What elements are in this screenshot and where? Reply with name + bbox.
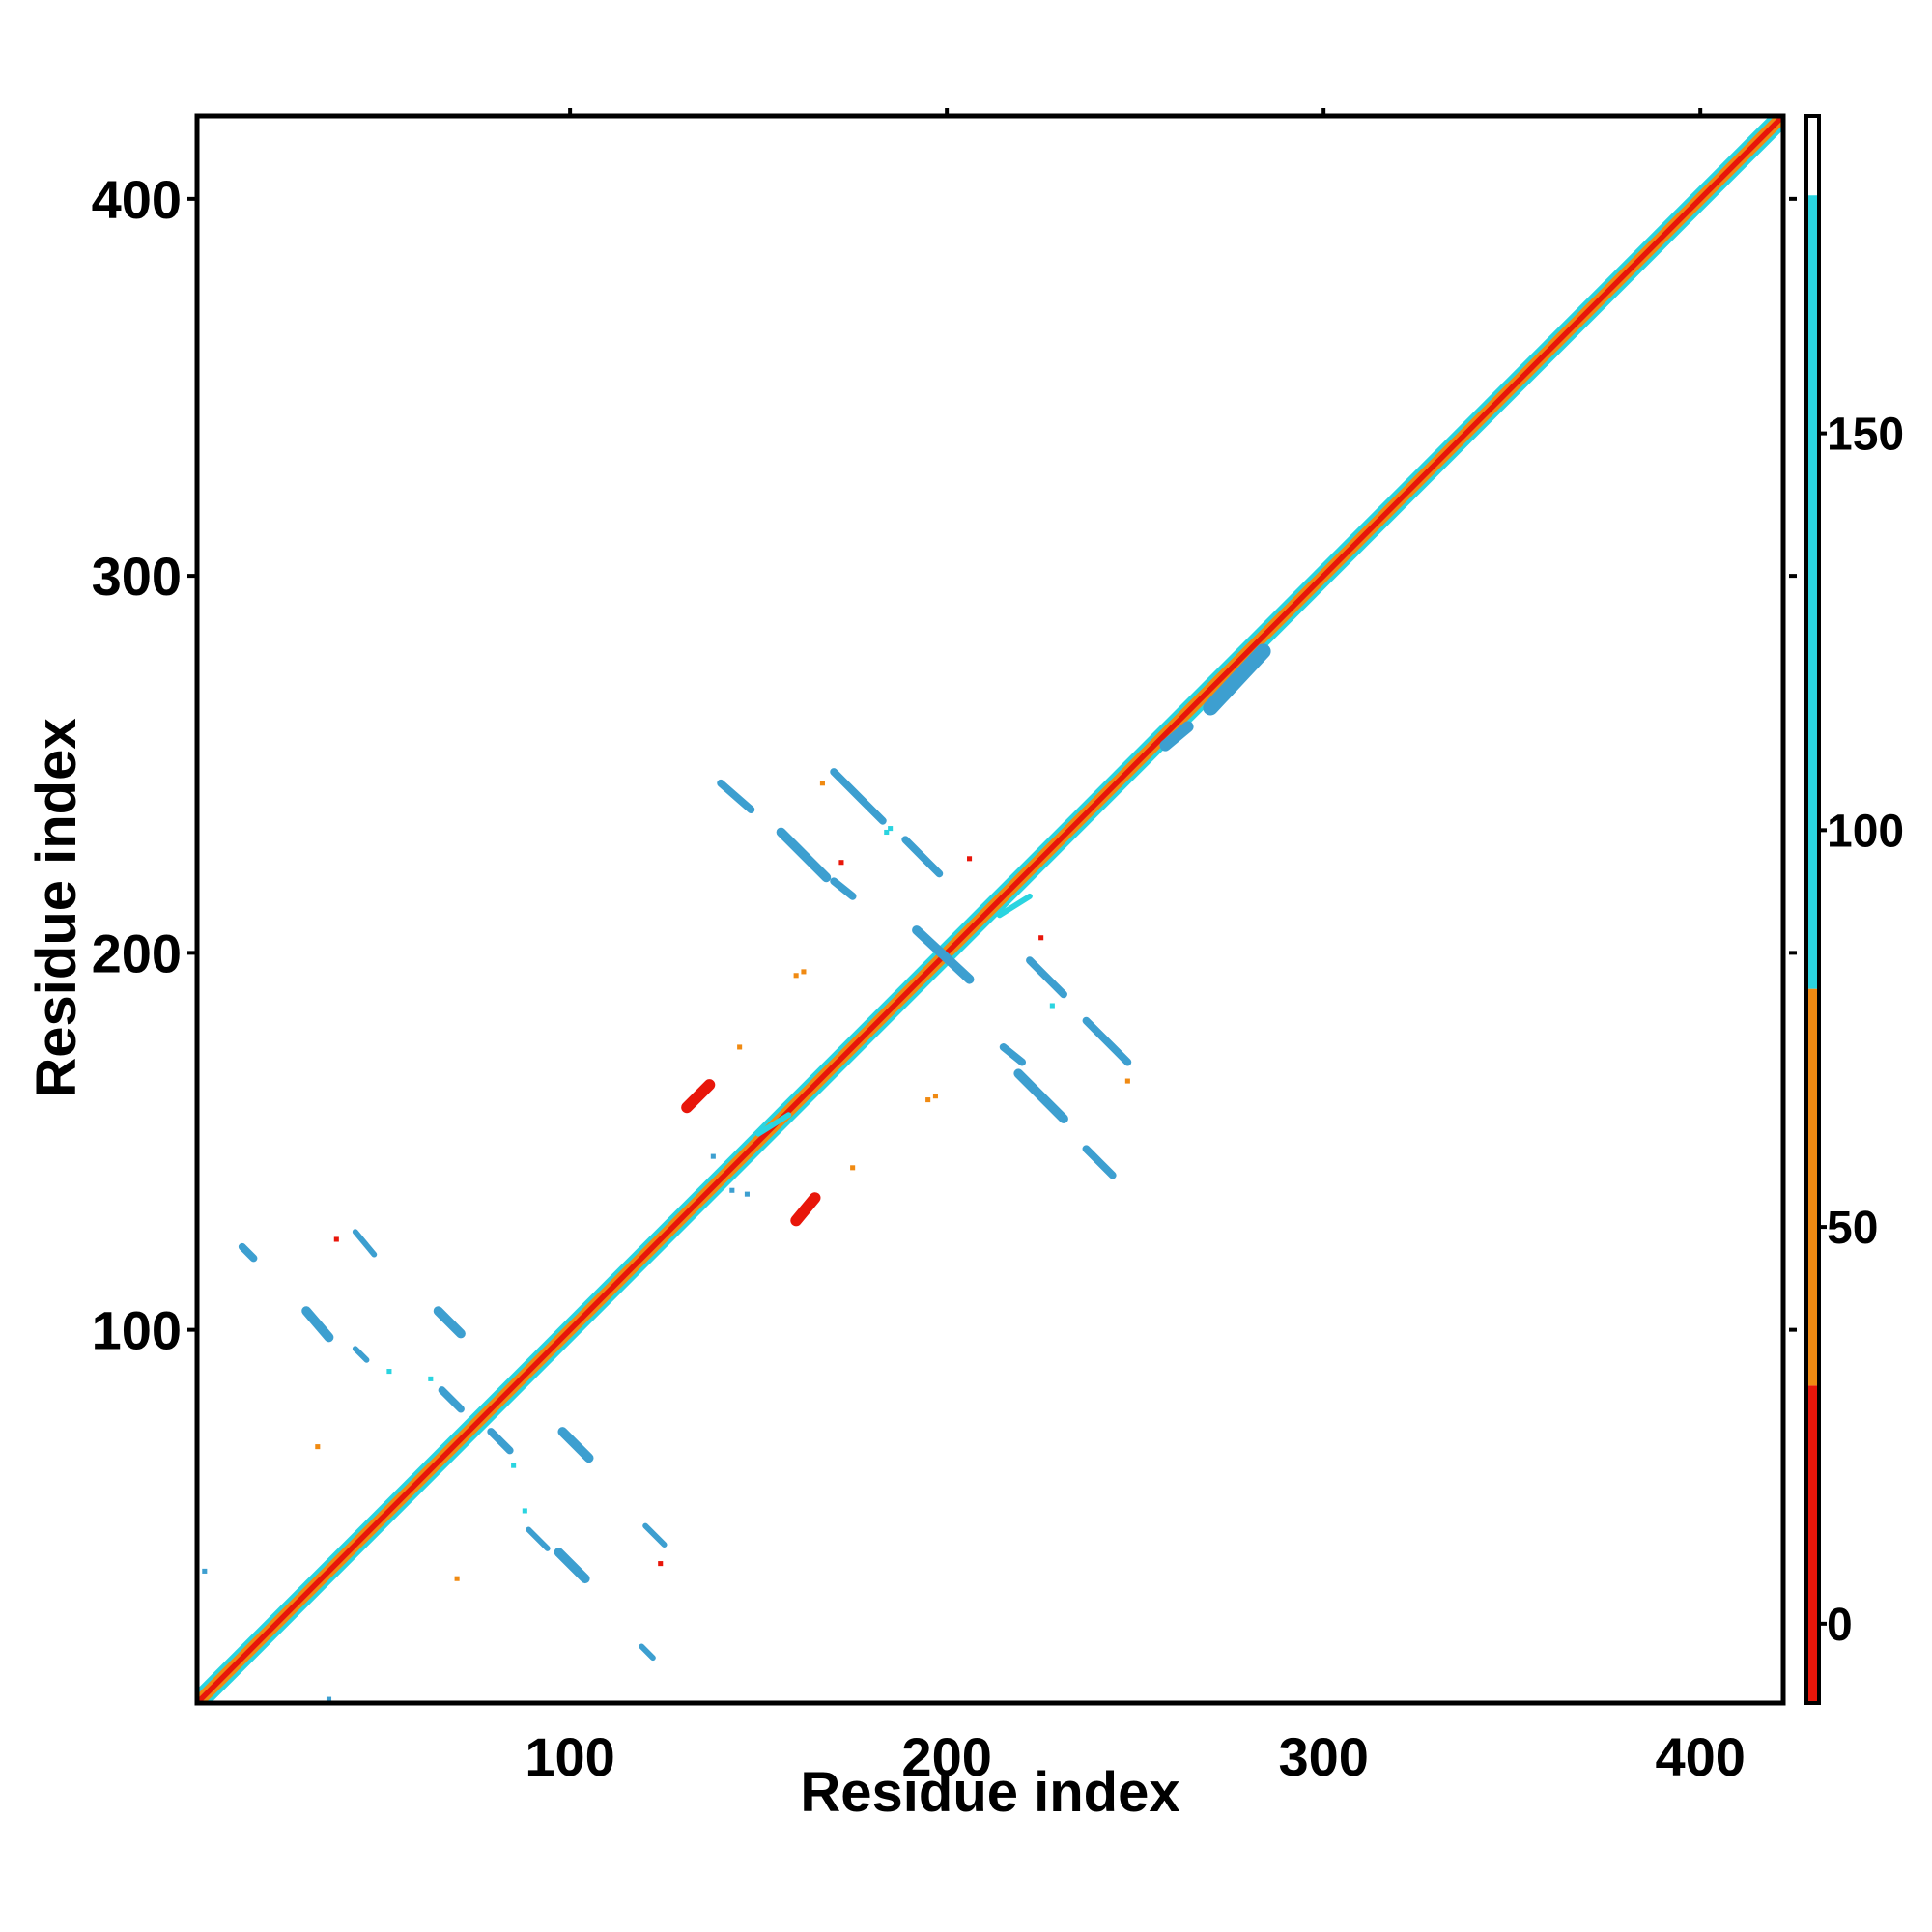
contact-cluster-8 [1026, 956, 1067, 999]
contact-point-40 [744, 1191, 750, 1197]
contact-point-30 [884, 829, 890, 836]
contact-cluster-25 [642, 1522, 668, 1548]
y-tick-label-200: 200 [92, 923, 182, 983]
contact-point-43 [967, 856, 973, 862]
contact-point-49 [932, 1094, 938, 1099]
plot-frame [194, 113, 1786, 1706]
contact-cluster-4 [901, 836, 944, 878]
contact-point-45 [793, 973, 799, 979]
plot-border [194, 113, 1786, 1706]
contact-point-37 [326, 1696, 332, 1702]
x-tick-label-400: 400 [1655, 1726, 1745, 1787]
contact-cluster-12 [1082, 1145, 1117, 1179]
contact-cluster-19 [352, 1346, 370, 1363]
contact-point-48 [925, 1097, 931, 1103]
contact-point-47 [737, 1044, 743, 1050]
colorbar-band-2 [1806, 195, 1819, 989]
contact-point-51 [1124, 1078, 1130, 1084]
contact-point-34 [511, 1463, 517, 1468]
contact-point-44 [1038, 935, 1044, 941]
contact-point-36 [202, 1568, 208, 1574]
contact-cluster-17 [301, 1306, 334, 1343]
contact-cluster-10 [999, 1043, 1027, 1066]
contact-cluster-16 [352, 1229, 378, 1258]
contact-cluster-22 [557, 1427, 594, 1463]
x-axis: 100 200 300 400 [525, 108, 1746, 1787]
contact-cluster-18 [433, 1306, 466, 1339]
contact-point-53 [315, 1444, 321, 1450]
contact-cluster-5 [776, 827, 832, 883]
contact-point-42 [838, 860, 844, 866]
colorbar-band-1 [1806, 988, 1819, 1386]
y-tick-label-400: 400 [92, 169, 182, 230]
y-tick-label-300: 300 [92, 546, 182, 607]
heatmap-plot-area [197, 116, 1783, 1703]
contact-cluster-14 [790, 1192, 821, 1227]
contact-cluster-1 [1159, 721, 1194, 752]
colorbar: 0 50 100 150 [1804, 114, 1904, 1705]
contact-cluster-28 [755, 1112, 792, 1137]
colorbar-band-0 [1806, 1385, 1819, 1703]
contact-point-39 [729, 1187, 735, 1193]
contact-point-29 [1049, 1003, 1055, 1009]
contact-point-50 [850, 1165, 856, 1171]
contact-cluster-9 [1082, 1016, 1132, 1066]
contact-cluster-27 [996, 893, 1033, 919]
colorbar-tick-label-100: 100 [1827, 806, 1904, 857]
contact-point-38 [710, 1153, 716, 1159]
colorbar-tick-label-150: 150 [1827, 410, 1904, 461]
contact-cluster-6 [830, 877, 857, 900]
contact-cluster-13 [681, 1079, 716, 1114]
contact-point-41 [819, 781, 825, 786]
contact-cluster-7 [912, 925, 975, 984]
contact-point-35 [522, 1508, 527, 1514]
x-tick-label-200: 200 [901, 1726, 991, 1787]
contact-cluster-2 [717, 779, 755, 813]
contact-point-55 [658, 1561, 664, 1567]
colorbar-band-3 [1806, 116, 1819, 196]
y-tick-label-100: 100 [92, 1300, 182, 1361]
y-axis: 100 200 300 400 [92, 169, 1797, 1361]
contact-point-54 [454, 1576, 460, 1581]
contact-point-33 [428, 1376, 434, 1381]
colorbar-tick-label-0: 0 [1827, 1600, 1853, 1651]
contact-point-46 [801, 969, 807, 975]
y-axis-title: Residue index [25, 718, 88, 1097]
contact-point-52 [333, 1236, 339, 1242]
contact-cluster-26 [639, 1643, 656, 1662]
contact-cluster-15 [238, 1242, 258, 1263]
contact-cluster-20 [438, 1386, 465, 1413]
contact-cluster-24 [554, 1548, 590, 1584]
contact-point-31 [888, 826, 894, 832]
contact-cluster-0 [1203, 643, 1271, 716]
diagonal-band-core [197, 116, 1783, 1703]
x-tick-label-100: 100 [525, 1726, 614, 1787]
contact-cluster-11 [1013, 1068, 1068, 1123]
contact-point-32 [386, 1369, 392, 1375]
colorbar-tick-label-50: 50 [1827, 1203, 1878, 1254]
x-tick-label-300: 300 [1278, 1726, 1368, 1787]
contact-cluster-23 [526, 1526, 551, 1551]
contact-cluster-3 [830, 768, 887, 825]
contact-cluster-21 [487, 1428, 514, 1455]
colorbar-border [1804, 114, 1821, 1705]
x-axis-title: Residue index [800, 1761, 1179, 1824]
